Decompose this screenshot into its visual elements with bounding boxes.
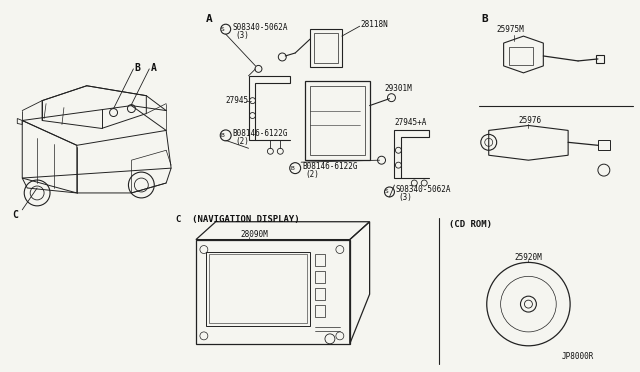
Text: JP8000R: JP8000R [562, 352, 595, 361]
Bar [315, 254, 325, 266]
Text: B: B [482, 14, 488, 24]
Bar [315, 271, 325, 283]
Text: (2): (2) [305, 170, 319, 179]
Text: (3): (3) [399, 193, 412, 202]
Text: C  (NAVIGATION DISPLAY): C (NAVIGATION DISPLAY) [176, 215, 300, 224]
Text: A: A [206, 14, 212, 24]
Text: 28118N: 28118N [361, 20, 388, 29]
Text: B08146-6122G: B08146-6122G [302, 162, 358, 171]
Text: S08340-5062A: S08340-5062A [233, 23, 288, 32]
Text: (2): (2) [236, 137, 250, 146]
Bar [196, 240, 350, 344]
Text: (CD ROM): (CD ROM) [449, 220, 492, 229]
Text: 28090M: 28090M [241, 230, 268, 239]
Bar [310, 29, 342, 67]
Text: B: B [221, 133, 225, 138]
Bar [598, 140, 610, 150]
Text: S: S [385, 189, 388, 195]
Text: 27945: 27945 [226, 96, 249, 105]
Bar [509, 47, 533, 65]
Bar [314, 33, 338, 63]
Text: 25920M: 25920M [515, 253, 542, 262]
Text: S: S [221, 27, 225, 32]
Bar [596, 55, 604, 63]
Bar [315, 288, 325, 300]
Bar [315, 305, 325, 317]
Text: B: B [291, 166, 294, 171]
Text: A: A [151, 63, 157, 73]
Bar [305, 81, 370, 160]
Bar [206, 251, 310, 326]
Text: 27945+A: 27945+A [394, 118, 427, 127]
Bar [209, 254, 307, 323]
Text: S08340-5062A: S08340-5062A [396, 186, 451, 195]
Text: 25976: 25976 [518, 116, 541, 125]
Text: B08146-6122G: B08146-6122G [233, 129, 288, 138]
Text: 25975M: 25975M [497, 25, 524, 34]
Text: 29301M: 29301M [385, 84, 412, 93]
Bar [310, 86, 365, 155]
Text: C: C [12, 210, 18, 220]
Text: (3): (3) [236, 31, 250, 40]
Text: B: B [134, 63, 140, 73]
